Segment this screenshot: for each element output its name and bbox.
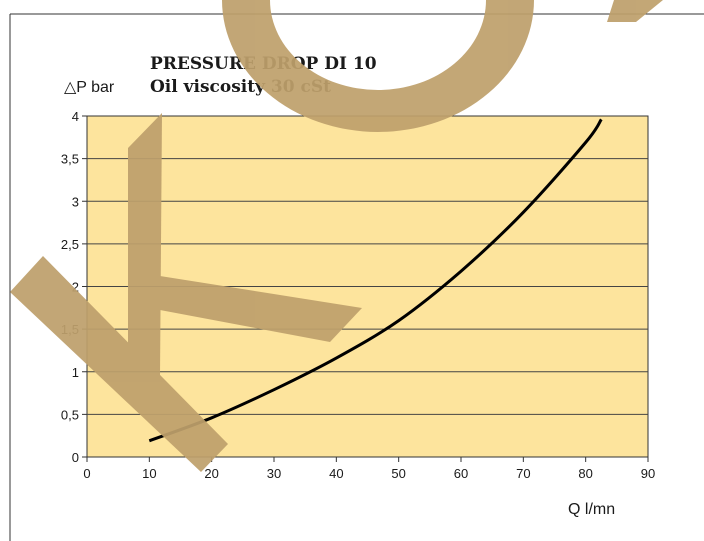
y-tick-label: 2 <box>72 280 79 295</box>
watermark-k-stem <box>128 113 162 376</box>
x-tick-label: 30 <box>267 466 281 481</box>
watermark-o-ring <box>222 0 534 132</box>
x-tick-label: 20 <box>204 466 218 481</box>
x-tick-label: 0 <box>83 466 90 481</box>
x-tick-label: 40 <box>329 466 343 481</box>
y-tick-label: 2,5 <box>61 237 79 252</box>
y-tick-label: 1 <box>72 365 79 380</box>
x-axis-label: Q l/mn <box>568 501 615 518</box>
grid-lines <box>87 158 648 415</box>
x-tick-label: 70 <box>516 466 530 481</box>
watermark-k-diagonal <box>10 256 228 472</box>
x-tick-label: 50 <box>391 466 405 481</box>
watermark-slash <box>607 0 663 22</box>
x-tick-label: 80 <box>578 466 592 481</box>
y-axis-label: △P bar <box>64 79 115 96</box>
series-line <box>148 118 603 443</box>
x-axis-ticks: 0 10 20 30 40 50 60 70 80 90 <box>83 457 655 481</box>
x-tick-label: 90 <box>641 466 655 481</box>
watermark-logo <box>10 0 663 472</box>
x-tick-label: 60 <box>454 466 468 481</box>
watermark-k-arm <box>160 276 362 342</box>
y-tick-label: 4 <box>72 109 79 124</box>
x-tick-label: 10 <box>142 466 156 481</box>
y-tick-label: 0,5 <box>61 407 79 422</box>
y-tick-label: 3,5 <box>61 152 79 167</box>
y-tick-label: 3 <box>72 194 79 209</box>
y-tick-label: 0 <box>72 450 79 465</box>
